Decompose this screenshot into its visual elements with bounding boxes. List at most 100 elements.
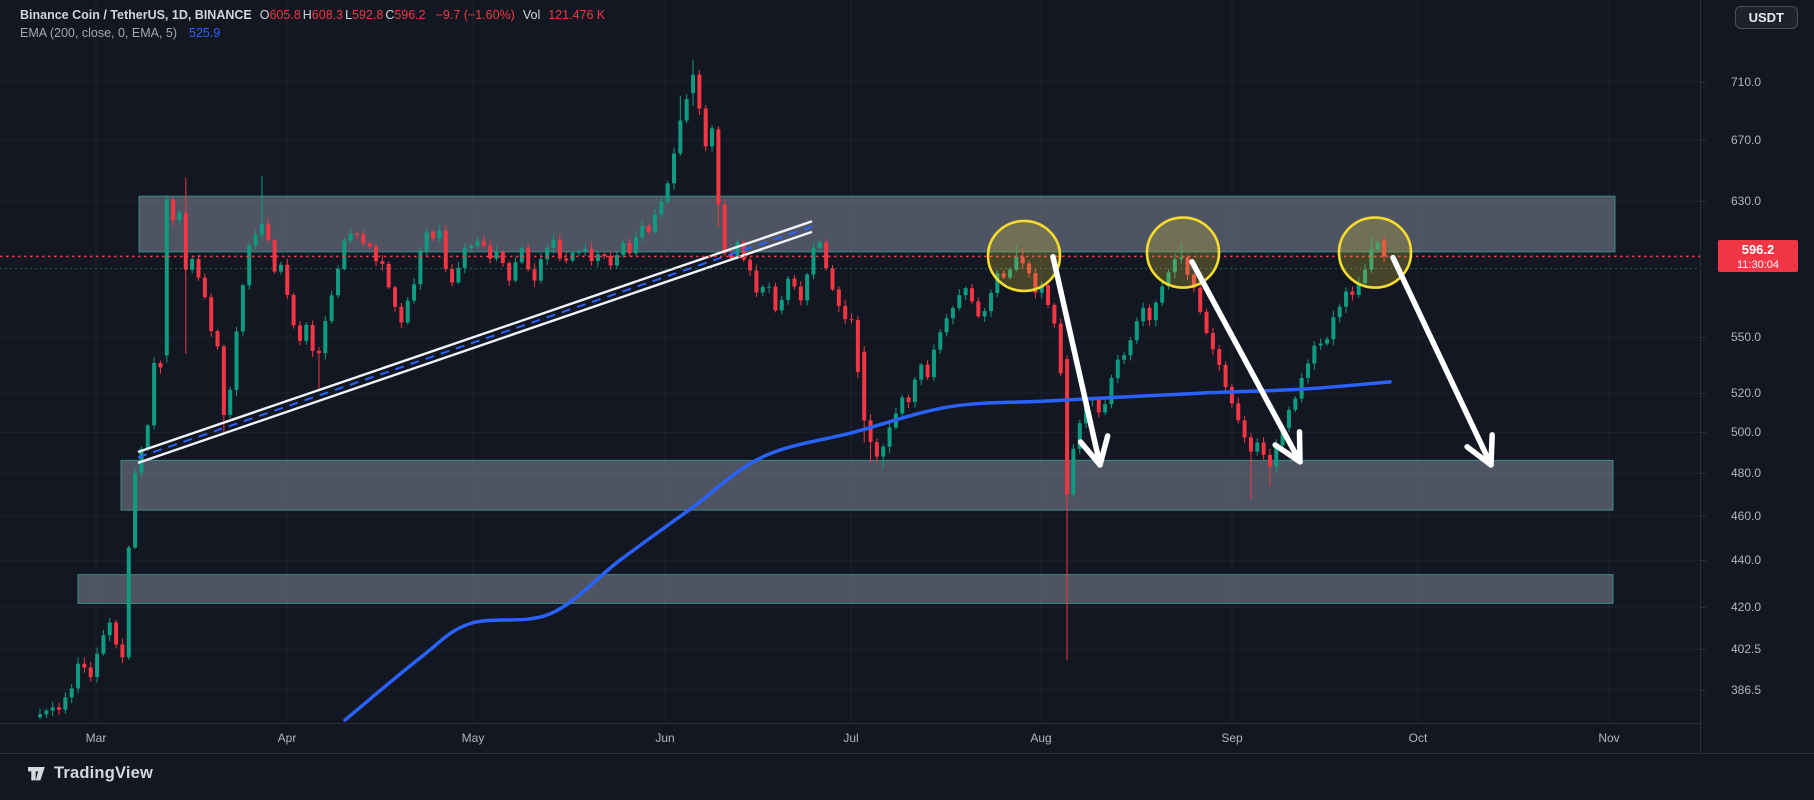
candle [393,287,398,307]
white-arrow-annotation[interactable] [1189,259,1303,465]
candle [519,248,524,263]
price-tick-mark [1701,560,1706,562]
candle [1008,269,1013,278]
candle [405,300,410,323]
candle [145,425,150,450]
candle [1077,423,1082,449]
candle [424,232,429,251]
supply-zone-top[interactable] [138,195,1616,253]
candle [963,288,968,296]
candle [1065,359,1070,495]
candle [1312,345,1317,364]
candle [919,364,924,380]
ema-indicator-label[interactable]: EMA (200, close, 0, EMA, 5) [20,26,178,40]
candle [133,472,138,548]
candle [209,297,214,332]
candle [1261,442,1266,455]
candle [538,259,543,281]
candle [1185,257,1190,275]
candle [221,346,226,416]
candle [202,277,207,298]
candle [614,255,619,266]
candle [925,364,930,378]
candlesticks [38,59,1387,720]
candle [1204,311,1209,333]
demand-zone-mid[interactable] [120,459,1614,511]
candle [1160,286,1165,303]
candle [697,74,702,109]
yellow-circle-annotation[interactable] [986,219,1062,293]
price-tick-label: 550.0 [1731,330,1762,345]
candle [1179,257,1184,260]
candle [1027,263,1032,274]
candle [240,285,245,332]
price-tick-label: 386.5 [1731,682,1762,697]
candle [228,389,233,416]
candle [982,311,987,317]
candle [126,547,131,658]
candle [703,108,708,147]
trend-channel[interactable] [137,220,813,464]
yellow-circle-annotation[interactable] [1145,216,1221,289]
candle [399,306,404,323]
price-tick-mark [1701,201,1706,203]
candle [1363,269,1368,284]
demand-zone-low[interactable] [77,574,1614,604]
time-axis[interactable]: Mar Apr May Jun Jul Aug Sep Oct Nov [0,723,1700,754]
tradingview-logo[interactable]: TradingView [26,763,153,784]
candle [247,245,252,286]
candle [1318,343,1323,346]
candle [1325,339,1330,344]
candle [234,331,239,390]
candle [266,224,271,241]
candle [374,246,379,262]
white-arrow-annotation[interactable] [1050,254,1111,468]
time-tick-label: May [461,731,485,745]
candle [570,252,575,261]
time-tick-label: Apr [277,731,297,745]
ema-200-line[interactable] [343,380,1392,722]
candle [355,233,359,235]
yellow-circle-annotation[interactable] [1337,216,1413,289]
symbol-title[interactable]: Binance Coin / TetherUS, 1D, BINANCE [20,8,252,22]
bottom-strip [0,753,1814,800]
white-arrow-annotation[interactable] [1390,254,1495,468]
last-price-badge: 596.2 11:30:04 [1718,240,1798,273]
candle [678,120,683,154]
candle [551,239,556,249]
candle [1153,302,1158,321]
candle [989,292,993,312]
candle [1096,398,1101,413]
candle [158,362,163,368]
candle [1248,437,1253,452]
candle [1172,259,1177,273]
candle [1147,307,1152,321]
candle [38,714,42,718]
candle [335,268,340,296]
price-axis[interactable]: 596.2 11:30:04 710.0 670.0 630.0 550.0 520.0… [1700,0,1814,753]
volume-value: 121.476 K [548,8,606,22]
candle [95,653,100,678]
candle [798,286,803,301]
candle [710,128,715,147]
candle [1052,304,1057,324]
candle [507,263,512,281]
candle [1375,242,1380,250]
time-tick-label: Jun [655,731,675,745]
candle [1109,378,1114,405]
candle [152,362,157,426]
currency-toggle-button[interactable]: USDT [1734,6,1798,29]
price-tick-mark [1701,432,1706,434]
supply-demand-zones[interactable] [77,195,1616,604]
candle [735,241,740,259]
candle [589,248,594,261]
candle [1191,274,1196,288]
candle [101,635,106,654]
projection-arrows[interactable] [1050,254,1495,468]
chart-grid [0,0,1700,723]
candle [380,261,385,264]
ohlc-field: C596.2 [385,8,426,22]
candle [88,667,93,678]
highlight-circles[interactable] [986,216,1413,293]
